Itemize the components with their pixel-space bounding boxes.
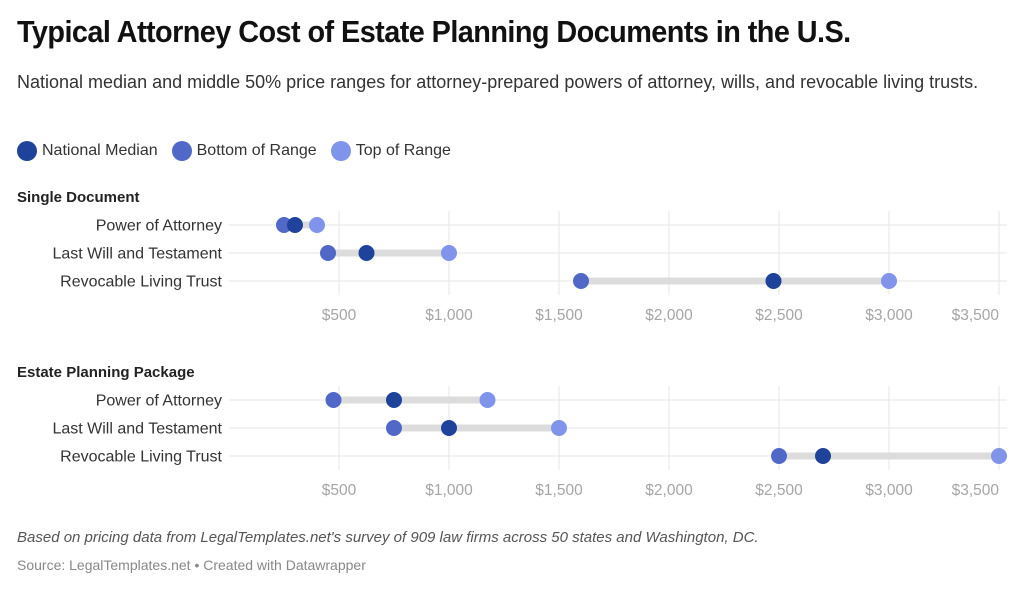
- x-tick-label: $3,500: [952, 482, 1000, 499]
- x-tick-label: $2,000: [645, 307, 693, 324]
- dot-national-median: [386, 392, 402, 408]
- legend-item-national-median: National Median: [17, 141, 158, 161]
- x-tick-label: $2,500: [755, 482, 803, 499]
- x-tick-label: $1,500: [535, 307, 583, 324]
- legend-item-bottom-of-range: Bottom of Range: [171, 141, 317, 161]
- legend-dot-top: [330, 141, 351, 161]
- dot-national-median: [815, 448, 831, 464]
- chart-source: Source: LegalTemplates.net • Created wit…: [17, 557, 366, 573]
- row-label: Revocable Living Trust: [60, 274, 222, 291]
- row-label: Power of Attorney: [96, 218, 222, 235]
- dot-bottom-of-range: [320, 245, 336, 261]
- legend: National Median Bottom of Range Top of R…: [17, 141, 465, 161]
- x-tick-label: $1,500: [535, 482, 583, 499]
- dot-top-of-range: [309, 217, 325, 233]
- dot-bottom-of-range: [771, 448, 787, 464]
- dot-national-median: [765, 273, 782, 289]
- chart-subtitle: National median and middle 50% price ran…: [17, 72, 979, 92]
- dot-bottom-of-range: [325, 392, 342, 408]
- dot-top-of-range: [551, 420, 567, 436]
- x-tick-label: $3,500: [952, 307, 1000, 324]
- dot-national-median: [287, 217, 303, 233]
- x-tick-label: $2,500: [755, 307, 803, 324]
- x-tick-label: $500: [322, 307, 357, 324]
- x-tick-label: $2,000: [645, 482, 693, 499]
- dot-top-of-range: [881, 273, 897, 289]
- chart-title: Typical Attorney Cost of Estate Planning…: [17, 14, 851, 49]
- legend-dot-median: [17, 141, 37, 161]
- x-tick-label: $1,000: [425, 307, 473, 324]
- legend-label: National Median: [42, 142, 158, 159]
- range-dot-chart: Single Document Power of Attorney Last Wil…: [17, 189, 1007, 499]
- legend-label: Bottom of Range: [196, 142, 317, 159]
- chart-notes: Based on pricing data from LegalTemplate…: [17, 529, 759, 546]
- dot-bottom-of-range: [386, 420, 402, 436]
- panel-title: Single Document: [17, 189, 140, 206]
- legend-label: Top of Range: [355, 142, 451, 159]
- dot-top-of-range: [441, 245, 457, 261]
- row-label: Last Will and Testament: [52, 421, 222, 438]
- x-tick-label: $3,000: [865, 482, 913, 499]
- legend-item-top-of-range: Top of Range: [330, 141, 451, 161]
- row-label: Revocable Living Trust: [60, 449, 222, 466]
- panel-title: Estate Planning Package: [17, 364, 195, 381]
- legend-dot-bottom: [171, 141, 192, 161]
- row-label: Power of Attorney: [96, 393, 222, 410]
- x-tick-label: $1,000: [425, 482, 473, 499]
- x-tick-label: $500: [322, 482, 357, 499]
- x-tick-label: $3,000: [865, 307, 913, 324]
- dot-national-median: [441, 420, 457, 436]
- dot-bottom-of-range: [573, 273, 589, 289]
- dot-national-median: [358, 245, 375, 261]
- dot-top-of-range: [991, 448, 1007, 464]
- dot-bottom-of-range: [276, 217, 292, 233]
- row-label: Last Will and Testament: [52, 246, 222, 263]
- dot-top-of-range: [479, 392, 496, 408]
